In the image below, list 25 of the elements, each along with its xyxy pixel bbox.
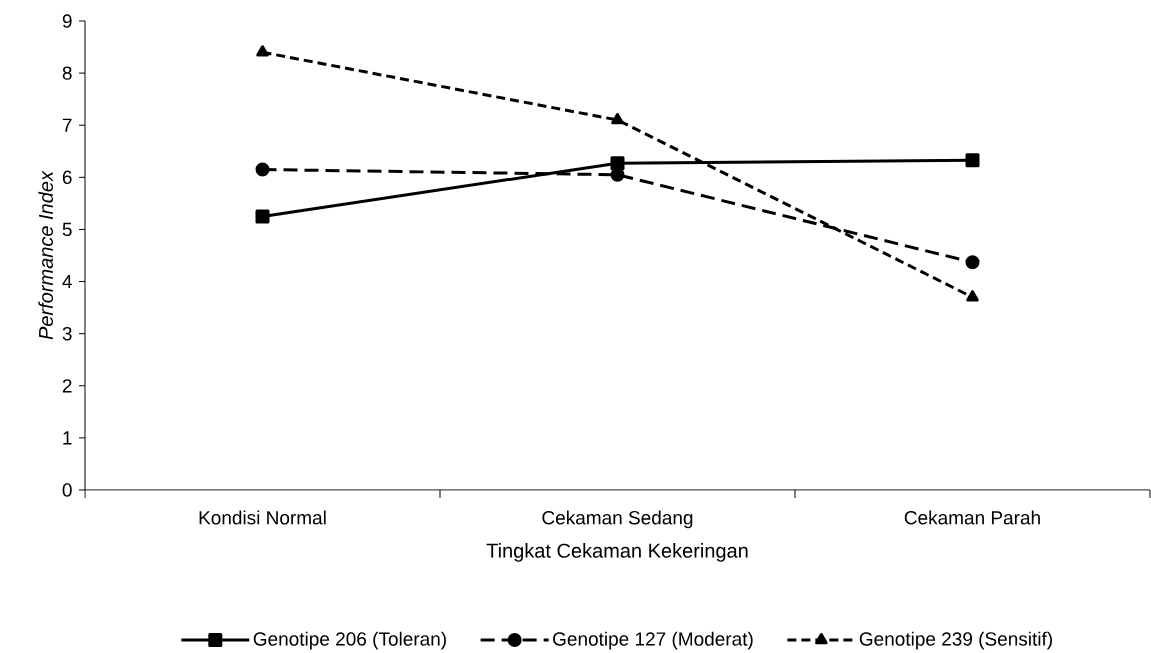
point bbox=[255, 209, 270, 224]
y-tick-label: 5 bbox=[62, 222, 72, 237]
legend-label: Genotipe 127 (Moderat) bbox=[553, 631, 753, 650]
y-tick-label: 2 bbox=[62, 379, 72, 393]
legend-label: Genotipe 239 (Sensitif) bbox=[859, 631, 1052, 650]
x-tick-label: Cekaman Parah bbox=[904, 510, 1040, 525]
y-tick-label: 6 bbox=[62, 170, 72, 185]
y-tick-label: 7 bbox=[62, 118, 72, 132]
legend-label: Genotipe 206 (Toleran) bbox=[253, 631, 446, 650]
point bbox=[966, 290, 979, 302]
y-tick-label: 4 bbox=[62, 275, 72, 289]
y-tick-label: 1 bbox=[63, 431, 72, 445]
point bbox=[255, 162, 270, 177]
point bbox=[965, 255, 980, 270]
x-tick-label: Cekaman Sedang bbox=[542, 510, 693, 529]
y-tick-label: 9 bbox=[62, 14, 72, 28]
y-tick-label: 8 bbox=[62, 66, 72, 80]
x-axis-title: Tingkat Cekaman Kekeringan bbox=[486, 543, 748, 562]
y-axis-title: Performance Index bbox=[38, 170, 54, 340]
point bbox=[256, 45, 269, 57]
x-tick-label: Kondisi Normal bbox=[199, 510, 326, 525]
point bbox=[965, 153, 980, 168]
y-tick-label: 0 bbox=[62, 483, 72, 497]
point bbox=[611, 113, 624, 125]
y-tick-label: 3 bbox=[62, 326, 72, 341]
